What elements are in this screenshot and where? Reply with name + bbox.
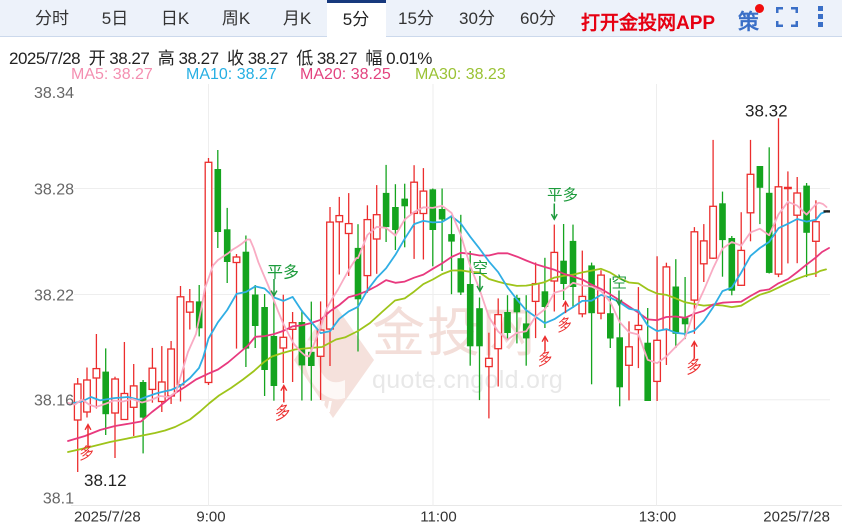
svg-text:空: 空 xyxy=(473,259,489,277)
svg-text:多: 多 xyxy=(683,356,704,378)
svg-text:多: 多 xyxy=(271,402,292,424)
svg-text:空: 空 xyxy=(612,274,628,292)
svg-text:金投网: 金投网 xyxy=(372,304,537,363)
svg-text:平多: 平多 xyxy=(267,264,299,282)
svg-text:多: 多 xyxy=(535,349,555,369)
svg-text:13:00: 13:00 xyxy=(639,509,677,524)
svg-text:2025/7/28: 2025/7/28 xyxy=(763,509,830,524)
svg-text:多: 多 xyxy=(554,315,574,335)
svg-text:quote.cngold.org: quote.cngold.org xyxy=(372,366,563,394)
svg-text:38.12: 38.12 xyxy=(84,471,127,490)
svg-text:平多: 平多 xyxy=(547,186,578,204)
svg-text:2025/7/28: 2025/7/28 xyxy=(74,509,141,524)
svg-text:38.34: 38.34 xyxy=(34,85,74,102)
svg-text:38.22: 38.22 xyxy=(34,288,74,305)
svg-text:11:00: 11:00 xyxy=(420,509,456,524)
svg-text:38.28: 38.28 xyxy=(34,182,74,199)
svg-text:u: u xyxy=(320,395,332,417)
svg-text:38.16: 38.16 xyxy=(34,393,74,410)
svg-text:38.1: 38.1 xyxy=(43,491,74,508)
svg-text:38.32: 38.32 xyxy=(745,102,788,121)
svg-text:多: 多 xyxy=(76,443,96,463)
svg-text:9:00: 9:00 xyxy=(196,509,225,524)
